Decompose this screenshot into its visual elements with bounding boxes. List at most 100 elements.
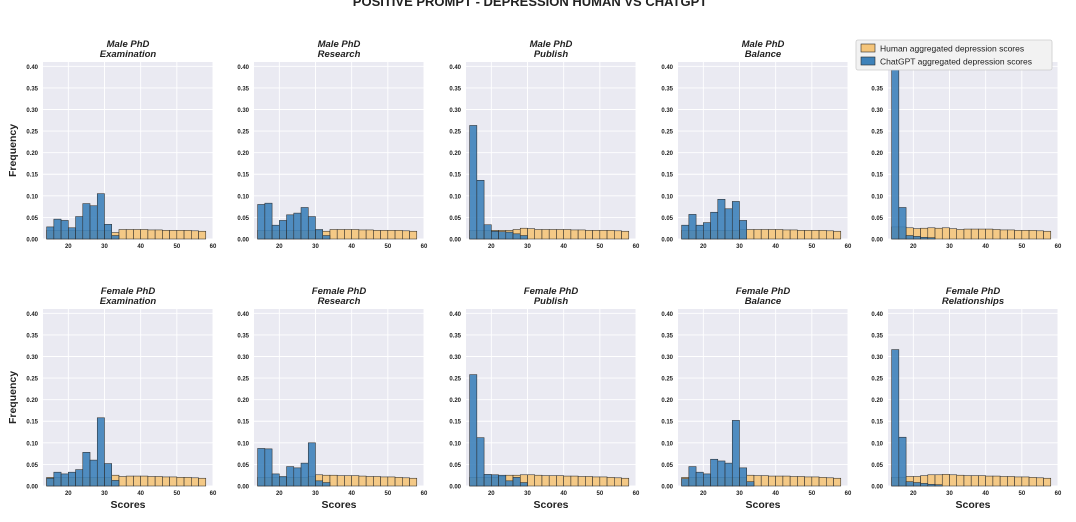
y-tick-label: 0.40 [26,312,38,318]
human-bar [541,475,550,487]
chatgpt-bar [300,462,309,487]
human-bar [329,229,338,240]
panel-5: 0.000.050.100.150.200.250.300.350.402030… [871,39,1062,250]
human-bar [147,476,156,487]
human-bar [782,229,791,240]
human-bar [949,474,957,487]
x-axis-label: Scores [533,499,568,511]
x-tick-label: 40 [137,491,144,497]
human-bar [154,229,163,240]
human-bar [992,475,1001,487]
chatgpt-bar [505,480,514,487]
plot-area [888,62,1058,239]
human-bar [162,230,170,240]
y-tick-label: 0.15 [449,420,461,426]
chatgpt-bar [53,218,62,240]
chatgpt-bar [82,452,91,487]
x-tick-label: 30 [736,244,743,250]
human-bar [541,229,550,240]
chatgpt-bar [264,448,273,487]
panel-title-line2: Publish [534,296,569,307]
y-tick-label: 0.15 [661,420,673,426]
chatgpt-bar [498,231,507,240]
x-tick-label: 40 [982,491,989,497]
human-bar [985,228,994,240]
human-bar [1021,230,1030,240]
x-tick-label: 50 [808,491,815,497]
x-tick-label: 30 [524,244,531,250]
chatgpt-bar [89,459,98,487]
human-bar [336,475,345,487]
human-bar [556,229,564,240]
human-bar [818,477,827,487]
human-bar [358,475,367,487]
panel-title-line1: Male PhD [742,39,785,50]
human-bar [833,230,842,240]
y-tick-label: 0.35 [661,86,673,92]
human-bar [534,474,543,487]
x-tick-label: 40 [137,244,144,250]
y-tick-label: 0.05 [26,463,38,469]
y-axis-label: Frequency [7,371,19,424]
y-tick-label: 0.05 [449,463,461,469]
y-tick-label: 0.25 [26,130,38,136]
x-tick-label: 30 [736,491,743,497]
y-tick-label: 0.10 [26,194,38,200]
legend-label-human: Human aggregated depression scores [880,44,1024,54]
human-bar [1007,229,1015,240]
y-tick-label: 0.05 [871,216,883,222]
x-tick-label: 20 [910,244,917,250]
chatgpt-bar [46,226,55,240]
human-bar [402,230,410,240]
y-tick-label: 0.10 [871,194,883,200]
chatgpt-bar [695,224,704,240]
panel-grid: 0.00 0.05 0.10 0.15 0.20 0.25 0.30 0.35 0.40 20 30… [7,39,1062,511]
legend-box [855,39,1053,71]
human-bar [351,229,360,240]
chatgpt-bar [491,230,499,240]
human-bar [818,230,827,240]
plot-area [678,62,848,239]
chatgpt-bar [724,208,733,240]
panel-title-line2: Publish [534,49,569,60]
chatgpt-bar [681,224,690,240]
y-tick-label: 0.15 [237,173,249,179]
human-bar [365,229,374,240]
y-tick-label: 0.20 [871,398,883,404]
y-tick-label: 0.25 [661,130,673,136]
human-bar [548,229,557,240]
human-bar [570,475,579,487]
human-bar [409,230,418,240]
plot-area [466,309,636,486]
chatgpt-bar [703,222,711,240]
human-bar [409,477,418,487]
x-tick-label: 20 [65,244,72,250]
chatgpt-bar [89,205,98,240]
x-tick-label: 50 [596,244,603,250]
human-bar [329,474,338,487]
y-tick-label: 0.25 [237,130,249,136]
y-tick-label: 0.35 [871,86,883,92]
human-bar [746,229,755,240]
y-tick-label: 0.15 [871,173,883,179]
chatgpt-bar [111,235,120,240]
x-tick-label: 30 [946,491,953,497]
chatgpt-bar [491,474,499,487]
y-tick-label: 0.30 [871,355,883,361]
panel-title-line2: Examination [100,296,157,307]
human-bar [804,476,813,487]
x-tick-label: 20 [700,244,707,250]
y-tick-label: 0.00 [237,485,249,491]
y-tick-label: 0.20 [661,398,673,404]
x-tick-label: 50 [596,491,603,497]
human-bar [999,229,1008,240]
human-bar [1014,476,1023,487]
chatgpt-bar [898,436,907,487]
y-tick-label: 0.20 [449,398,461,404]
human-bar [162,476,170,487]
human-bar [577,229,586,240]
human-bar [563,475,572,487]
x-tick-label: 20 [65,491,72,497]
panel-title-line1: Female PhD [312,286,367,297]
y-tick-label: 0.35 [449,86,461,92]
